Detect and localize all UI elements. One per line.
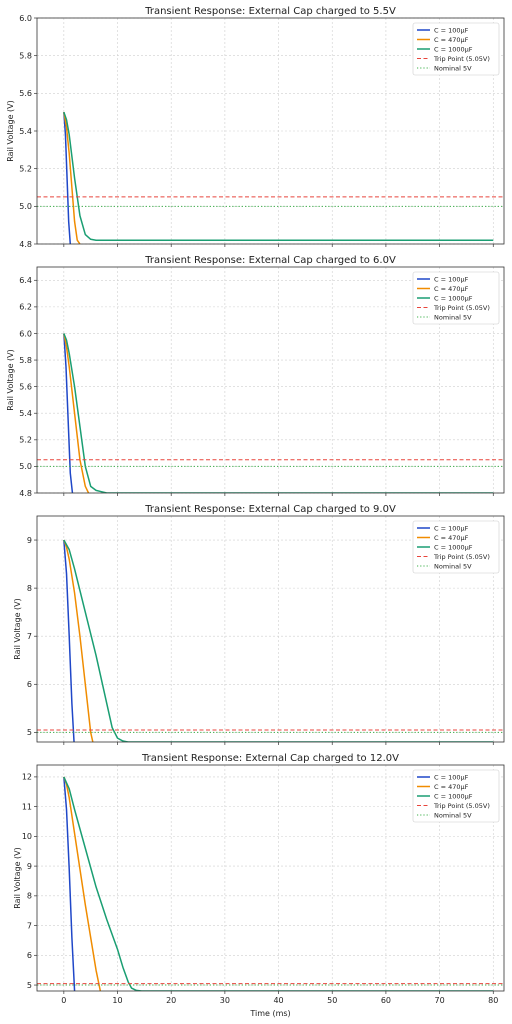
- legend-label: C = 1000μF: [434, 294, 473, 302]
- series-line-2: [63, 333, 90, 493]
- legend-label: C = 470μF: [434, 534, 469, 542]
- y-tick-label: 10: [22, 832, 32, 841]
- y-tick-label: 5.6: [19, 89, 32, 98]
- series-line-1: [63, 333, 74, 493]
- legend-label: Nominal 5V: [434, 811, 472, 819]
- series-line-3: [63, 776, 494, 991]
- y-tick-label: 6: [27, 680, 32, 689]
- y-tick-label: 5: [27, 728, 32, 737]
- y-axis-label: Rail Voltage (V): [6, 100, 15, 162]
- y-tick-label: 5.6: [19, 382, 32, 391]
- legend-label: Nominal 5V: [434, 562, 472, 570]
- y-tick-label: 5.4: [19, 127, 32, 136]
- x-tick-label: 50: [327, 996, 337, 1005]
- y-axis-label: Rail Voltage (V): [13, 598, 22, 660]
- chart-panel-3: 5 6 7 8 9 Transient Response: External Cap ch…: [13, 504, 505, 745]
- x-tick-label: 20: [166, 996, 176, 1005]
- chart-panel-1: 4.8 5.0 5.2 5.4 5.6 5.8 6.0 Transient Response:…: [6, 6, 505, 249]
- legend-label: Nominal 5V: [434, 64, 472, 72]
- x-tick-label: 60: [381, 996, 391, 1005]
- y-tick-label: 4.8: [19, 240, 32, 249]
- chart-title: Transient Response: External Cap charged…: [141, 753, 399, 764]
- y-tick-label: 6.4: [19, 276, 32, 285]
- y-tick-label: 8: [27, 892, 32, 901]
- x-axis-label: Time (ms): [249, 1009, 290, 1018]
- series-line-1: [63, 539, 75, 742]
- legend-label: Nominal 5V: [434, 313, 472, 321]
- y-tick-label: 5: [27, 981, 32, 990]
- series-line-3: [63, 111, 494, 241]
- y-tick-label: 4.8: [19, 489, 32, 498]
- y-axis-label: Rail Voltage (V): [6, 349, 15, 411]
- legend-label: Trip Point (5.05V): [433, 304, 490, 312]
- y-tick-label: 7: [27, 632, 32, 641]
- chart-title: Transient Response: External Cap charged…: [144, 504, 396, 515]
- chart-panel-2: 4.8 5.0 5.2 5.4 5.6 5.8 6.0 6.2 6.4 Transient Res…: [6, 255, 505, 498]
- plot-frame: [36, 764, 505, 992]
- legend-box: [412, 271, 500, 325]
- x-tick-label: 40: [273, 996, 283, 1005]
- chart-title: Transient Response: External Cap charged…: [144, 255, 396, 266]
- y-tick-label: 6: [27, 951, 32, 960]
- y-tick-label: 5.0: [19, 202, 32, 211]
- y-tick-label: 5.8: [19, 51, 32, 60]
- legend-label: Trip Point (5.05V): [433, 55, 490, 63]
- series-line-2: [63, 776, 102, 991]
- y-tick-label: 9: [27, 536, 32, 545]
- x-tick-label: 30: [220, 996, 230, 1005]
- series-line-1: [63, 776, 76, 991]
- y-tick-label: 9: [27, 862, 32, 871]
- chart-title: Transient Response: External Cap charged…: [144, 6, 396, 17]
- legend-label: C = 100μF: [434, 26, 469, 34]
- y-tick-label: 5.4: [19, 409, 32, 418]
- y-tick-label: 5.2: [19, 436, 32, 445]
- series-line-2: [63, 112, 81, 244]
- y-tick-label: 12: [22, 773, 32, 782]
- series-line-2: [63, 539, 94, 742]
- plot-frame: [36, 515, 505, 743]
- y-tick-label: 6.2: [19, 303, 32, 312]
- y-tick-label: 7: [27, 921, 32, 930]
- legend-label: C = 100μF: [434, 773, 469, 781]
- legend-label: C = 470μF: [434, 36, 469, 44]
- plot-frame: [36, 266, 505, 494]
- legend-box: [412, 520, 500, 574]
- legend-label: C = 1000μF: [434, 45, 473, 53]
- legend-label: C = 1000μF: [434, 543, 473, 551]
- y-tick-label: 5.0: [19, 462, 32, 471]
- x-tick-label: 70: [434, 996, 444, 1005]
- y-tick-label: 5.8: [19, 356, 32, 365]
- y-axis-label: Rail Voltage (V): [13, 847, 22, 909]
- y-tick-label: 5.2: [19, 164, 32, 173]
- legend-box: [412, 769, 500, 823]
- legend-label: C = 470μF: [434, 783, 469, 791]
- y-tick-label: 6.0: [19, 329, 32, 338]
- chart-panel-4: 0 10 20 30 40 50 60 70 80 5 6 7 8 9 10 11 12 Transient Re…: [13, 753, 505, 1018]
- legend-label: C = 100μF: [434, 275, 469, 283]
- x-tick-label: 10: [112, 996, 122, 1005]
- legend-label: Trip Point (5.05V): [433, 553, 490, 561]
- x-tick-label: 0: [61, 996, 66, 1005]
- series-line-1: [63, 112, 72, 244]
- series-line-3: [63, 539, 494, 742]
- legend-label: C = 1000μF: [434, 792, 473, 800]
- legend-box: [412, 22, 500, 76]
- legend-label: C = 470μF: [434, 285, 469, 293]
- legend-label: C = 100μF: [434, 524, 469, 532]
- y-tick-label: 11: [22, 802, 32, 811]
- y-tick-label: 6.0: [19, 14, 32, 23]
- legend-label: Trip Point (5.05V): [433, 802, 490, 810]
- x-tick-label: 80: [488, 996, 498, 1005]
- y-tick-label: 8: [27, 584, 32, 593]
